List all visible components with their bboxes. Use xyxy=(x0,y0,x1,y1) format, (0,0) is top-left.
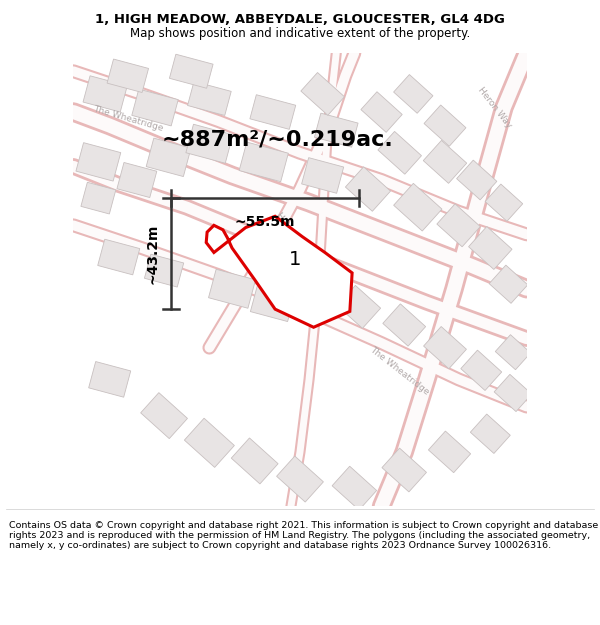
Polygon shape xyxy=(485,184,523,221)
Polygon shape xyxy=(428,431,470,472)
Polygon shape xyxy=(346,167,391,211)
Polygon shape xyxy=(140,392,187,439)
Polygon shape xyxy=(250,95,296,129)
Polygon shape xyxy=(250,283,295,321)
Text: ~43.2m: ~43.2m xyxy=(146,224,160,284)
Polygon shape xyxy=(117,162,157,198)
Text: Map shows position and indicative extent of the property.: Map shows position and indicative extent… xyxy=(130,27,470,40)
Polygon shape xyxy=(332,466,377,510)
Polygon shape xyxy=(169,54,213,88)
Polygon shape xyxy=(383,304,425,346)
Polygon shape xyxy=(424,105,466,146)
Polygon shape xyxy=(461,350,502,391)
Polygon shape xyxy=(145,254,184,287)
Polygon shape xyxy=(378,131,421,174)
Text: Heron Way: Heron Way xyxy=(476,86,514,129)
Polygon shape xyxy=(231,438,278,484)
Polygon shape xyxy=(302,158,344,193)
Text: ~55.5m: ~55.5m xyxy=(235,216,295,229)
Polygon shape xyxy=(76,142,121,181)
Polygon shape xyxy=(146,138,191,176)
Text: Contains OS data © Crown copyright and database right 2021. This information is : Contains OS data © Crown copyright and d… xyxy=(9,521,598,550)
Text: ~887m²/~0.219ac.: ~887m²/~0.219ac. xyxy=(161,129,393,149)
Polygon shape xyxy=(186,124,233,163)
Polygon shape xyxy=(98,239,140,275)
Polygon shape xyxy=(361,92,402,132)
Polygon shape xyxy=(382,448,427,492)
Polygon shape xyxy=(206,216,352,328)
Polygon shape xyxy=(457,160,497,200)
Text: 1: 1 xyxy=(289,250,302,269)
Polygon shape xyxy=(469,226,512,269)
Polygon shape xyxy=(470,414,510,454)
Text: High Meadow: High Meadow xyxy=(274,211,317,267)
Text: 1, HIGH MEADOW, ABBEYDALE, GLOUCESTER, GL4 4DG: 1, HIGH MEADOW, ABBEYDALE, GLOUCESTER, G… xyxy=(95,13,505,26)
Polygon shape xyxy=(489,265,528,303)
Polygon shape xyxy=(494,374,532,412)
Polygon shape xyxy=(277,456,323,502)
Polygon shape xyxy=(239,142,289,182)
Polygon shape xyxy=(423,141,467,183)
Polygon shape xyxy=(314,113,358,147)
Polygon shape xyxy=(188,81,231,116)
Polygon shape xyxy=(184,418,235,468)
Polygon shape xyxy=(394,74,433,113)
Polygon shape xyxy=(89,361,131,398)
Polygon shape xyxy=(83,76,127,112)
Polygon shape xyxy=(81,182,116,214)
Polygon shape xyxy=(132,89,178,126)
Polygon shape xyxy=(495,334,530,370)
Text: The Wheatridge: The Wheatridge xyxy=(368,344,431,396)
Polygon shape xyxy=(337,286,380,328)
Polygon shape xyxy=(394,183,442,231)
Polygon shape xyxy=(107,59,149,92)
Polygon shape xyxy=(301,72,344,115)
Polygon shape xyxy=(424,326,466,369)
Polygon shape xyxy=(209,269,256,308)
Text: The Wheatridge: The Wheatridge xyxy=(92,104,164,133)
Polygon shape xyxy=(437,204,481,247)
